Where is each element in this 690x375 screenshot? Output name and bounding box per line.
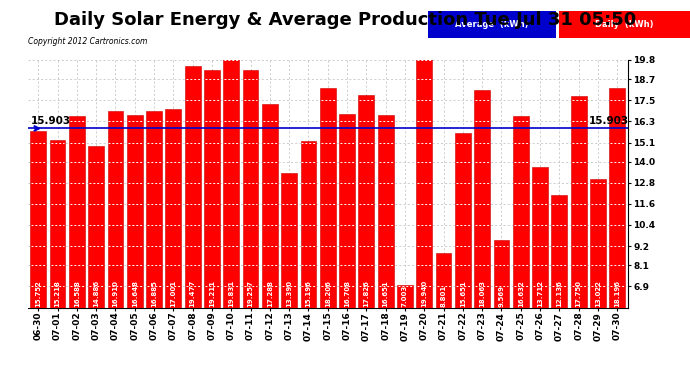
Bar [262, 104, 278, 308]
Bar [185, 66, 201, 308]
Bar [282, 172, 297, 308]
Bar [69, 116, 85, 308]
Bar [551, 195, 567, 308]
Text: 16.588: 16.588 [74, 280, 80, 307]
Text: 8.801: 8.801 [440, 284, 446, 307]
Bar [88, 146, 104, 308]
Text: 19.831: 19.831 [228, 279, 234, 307]
Text: 15.651: 15.651 [460, 280, 466, 307]
Bar [358, 94, 374, 308]
Text: 15.903: 15.903 [30, 116, 70, 126]
Text: 19.257: 19.257 [248, 280, 253, 307]
Bar [377, 115, 393, 308]
Bar [571, 96, 586, 308]
Text: 9.569: 9.569 [498, 285, 504, 307]
Bar [455, 133, 471, 308]
Bar [243, 69, 259, 308]
Bar [146, 111, 162, 308]
Bar [590, 179, 606, 308]
Bar [474, 90, 490, 308]
Text: 15.218: 15.218 [55, 280, 61, 307]
FancyBboxPatch shape [428, 11, 556, 38]
Text: Average  (kWh): Average (kWh) [455, 20, 529, 29]
Text: 12.136: 12.136 [556, 280, 562, 307]
Text: 13.390: 13.390 [286, 279, 292, 307]
Text: 15.752: 15.752 [35, 280, 41, 307]
Text: 19.940: 19.940 [422, 279, 427, 307]
Bar [166, 109, 181, 307]
Bar [609, 88, 625, 308]
Text: 15.903: 15.903 [589, 116, 629, 126]
Text: 15.196: 15.196 [306, 280, 311, 307]
Bar [108, 111, 124, 308]
Text: 16.708: 16.708 [344, 280, 350, 307]
Text: 16.651: 16.651 [383, 280, 388, 307]
Bar [127, 116, 143, 308]
Bar [416, 57, 432, 308]
Text: 18.206: 18.206 [325, 280, 331, 307]
Bar [301, 141, 316, 308]
Bar [320, 88, 335, 308]
Text: Daily Solar Energy & Average Production Tue Jul 31 05:50: Daily Solar Energy & Average Production … [54, 11, 636, 29]
Bar [50, 140, 66, 308]
Text: 16.648: 16.648 [132, 280, 138, 307]
Text: 19.211: 19.211 [209, 280, 215, 307]
Bar [224, 60, 239, 308]
Bar [204, 70, 220, 308]
Text: 14.886: 14.886 [93, 279, 99, 307]
Text: 13.712: 13.712 [537, 280, 543, 307]
Text: 19.477: 19.477 [190, 279, 196, 307]
Text: 16.910: 16.910 [112, 280, 119, 307]
Text: 13.022: 13.022 [595, 280, 601, 307]
Bar [30, 131, 46, 308]
Bar [339, 114, 355, 308]
Text: 17.750: 17.750 [575, 280, 582, 307]
Text: 18.196: 18.196 [614, 280, 620, 307]
Text: 18.063: 18.063 [479, 280, 485, 307]
Bar [493, 240, 509, 308]
Text: 17.288: 17.288 [267, 280, 273, 307]
Text: 17.001: 17.001 [170, 279, 177, 307]
Text: 17.826: 17.826 [364, 280, 369, 307]
Bar [532, 167, 548, 308]
Bar [435, 253, 451, 308]
Text: 7.003: 7.003 [402, 284, 408, 307]
FancyBboxPatch shape [559, 11, 690, 38]
Text: Copyright 2012 Cartronics.com: Copyright 2012 Cartronics.com [28, 38, 147, 46]
Bar [513, 116, 529, 308]
Bar [397, 285, 413, 308]
Text: 16.885: 16.885 [151, 280, 157, 307]
Text: 16.632: 16.632 [518, 280, 524, 307]
Text: Daily  (kWh): Daily (kWh) [595, 20, 653, 29]
